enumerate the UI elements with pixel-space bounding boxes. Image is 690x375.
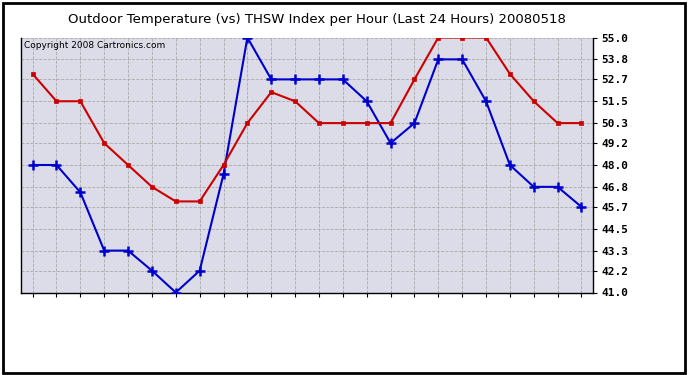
Text: 23:00: 23:00 [577,308,586,335]
Text: 10:00: 10:00 [267,308,276,335]
Text: 08:00: 08:00 [219,308,228,335]
Text: 17:00: 17:00 [434,308,443,335]
Text: 15:00: 15:00 [386,308,395,335]
Text: 14:00: 14:00 [362,308,371,335]
Text: Copyright 2008 Cartronics.com: Copyright 2008 Cartronics.com [23,41,165,50]
Text: 20:00: 20:00 [505,308,514,335]
Text: 16:00: 16:00 [410,308,419,335]
Text: 01:00: 01:00 [52,308,61,335]
Text: 19:00: 19:00 [482,308,491,335]
Text: 00:00: 00:00 [28,308,37,335]
Text: 07:00: 07:00 [195,308,204,335]
Text: 02:00: 02:00 [76,308,85,335]
Text: 06:00: 06:00 [171,308,180,335]
Text: Outdoor Temperature (vs) THSW Index per Hour (Last 24 Hours) 20080518: Outdoor Temperature (vs) THSW Index per … [68,13,566,26]
Text: 22:00: 22:00 [553,308,562,335]
Text: 12:00: 12:00 [315,308,324,335]
Text: 11:00: 11:00 [290,308,299,335]
Text: 03:00: 03:00 [100,308,109,335]
Text: 09:00: 09:00 [243,308,252,335]
Text: 13:00: 13:00 [338,308,347,335]
Text: 05:00: 05:00 [148,308,157,335]
Text: 21:00: 21:00 [529,308,538,335]
Text: 04:00: 04:00 [124,308,132,335]
Text: 18:00: 18:00 [457,308,466,335]
